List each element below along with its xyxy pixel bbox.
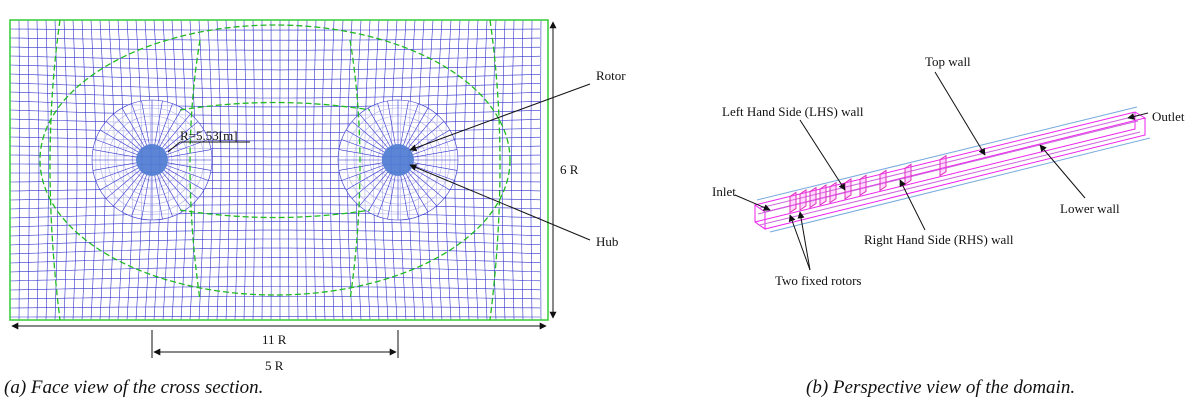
- rotor-hub: [136, 144, 168, 176]
- mesh-line: [10, 267, 540, 272]
- label: Outlet: [1152, 109, 1185, 124]
- mesh-line: [10, 188, 540, 191]
- label: Top wall: [925, 54, 971, 69]
- rotor-plane: [940, 156, 946, 176]
- mesh-line: [271, 20, 272, 320]
- mesh-line: [244, 20, 246, 320]
- mesh-line: [502, 20, 505, 320]
- mesh-line: [10, 296, 540, 299]
- mesh-line: [10, 83, 540, 89]
- mesh-line: [10, 230, 540, 236]
- mesh-line: [10, 221, 540, 227]
- mesh-line: [64, 20, 68, 320]
- label: 6 R: [560, 162, 579, 177]
- mesh-line: [483, 20, 487, 320]
- mesh-line: [531, 20, 532, 320]
- rotor-hub: [382, 144, 414, 176]
- mesh-line: [10, 307, 540, 309]
- label: R=5.53[m]: [180, 128, 238, 143]
- mesh-line: [10, 119, 540, 124]
- mesh-line: [253, 20, 255, 320]
- rotor-plane: [810, 188, 816, 208]
- rotor-plane: [845, 179, 851, 199]
- mesh-line: [10, 287, 540, 291]
- mesh-line: [217, 20, 221, 320]
- mesh-line: [10, 181, 540, 183]
- mesh-line: [226, 20, 230, 320]
- mesh-line: [10, 110, 540, 116]
- label: Inlet: [712, 184, 736, 199]
- mesh-line: [10, 277, 540, 281]
- mesh-line: [10, 137, 540, 141]
- mesh-line: [10, 29, 540, 30]
- rotor-plane: [860, 175, 866, 195]
- mesh-line: [512, 20, 514, 320]
- mesh-line: [10, 146, 540, 149]
- mesh-line: [305, 20, 307, 320]
- mesh-line: [10, 92, 540, 98]
- mesh-line: [37, 20, 39, 320]
- label: Right Hand Side (RHS) wall: [864, 232, 1014, 247]
- domain-border: [10, 20, 548, 320]
- mesh-line: [541, 20, 542, 320]
- mesh-line: [10, 239, 540, 245]
- label: Lower wall: [1060, 201, 1120, 216]
- caption: (a) Face view of the cross section.: [4, 377, 263, 398]
- label: 11 R: [262, 332, 287, 347]
- mesh-line: [10, 257, 540, 263]
- rotor-plane: [800, 190, 806, 210]
- mesh-line: [10, 56, 540, 60]
- mesh-line: [297, 20, 298, 320]
- mesh-line: [10, 197, 540, 201]
- mesh-line: [235, 20, 238, 320]
- label: Rotor: [596, 68, 626, 83]
- rotor-plane: [880, 170, 886, 190]
- mesh-line: [474, 20, 478, 320]
- mesh-line: [82, 20, 87, 320]
- rotor-plane: [905, 164, 911, 184]
- label: Left Hand Side (LHS) wall: [722, 104, 864, 119]
- mesh-face-view: [10, 20, 541, 320]
- mesh-line: [314, 20, 317, 320]
- figure: R=5.53[m] Rotor 6 R Hub 11 R 5 R (a) Fac…: [0, 0, 1193, 408]
- mesh-line: [521, 20, 523, 320]
- mesh-line: [10, 155, 540, 157]
- mesh-line: [28, 20, 29, 320]
- mesh-line: [464, 20, 469, 320]
- mesh-line: [10, 65, 540, 70]
- rotor-plane: [790, 192, 796, 212]
- rotor-plane: [820, 185, 826, 205]
- label: Two fixed rotors: [775, 273, 861, 288]
- mesh-line: [262, 20, 263, 320]
- mesh-line: [73, 20, 77, 320]
- mesh-line: [10, 205, 540, 209]
- mesh-line: [46, 20, 48, 320]
- mesh-line: [10, 248, 540, 254]
- caption: (b) Perspective view of the domain.: [806, 377, 1075, 398]
- rotor-plane: [830, 183, 836, 203]
- mesh-line: [10, 47, 540, 50]
- mesh-line: [10, 38, 540, 40]
- label: 5 R: [265, 358, 284, 373]
- label: Hub: [596, 234, 618, 249]
- mesh-line: [322, 20, 325, 320]
- mesh-line: [288, 20, 289, 320]
- mesh-line: [330, 20, 334, 320]
- mesh-line: [10, 164, 540, 165]
